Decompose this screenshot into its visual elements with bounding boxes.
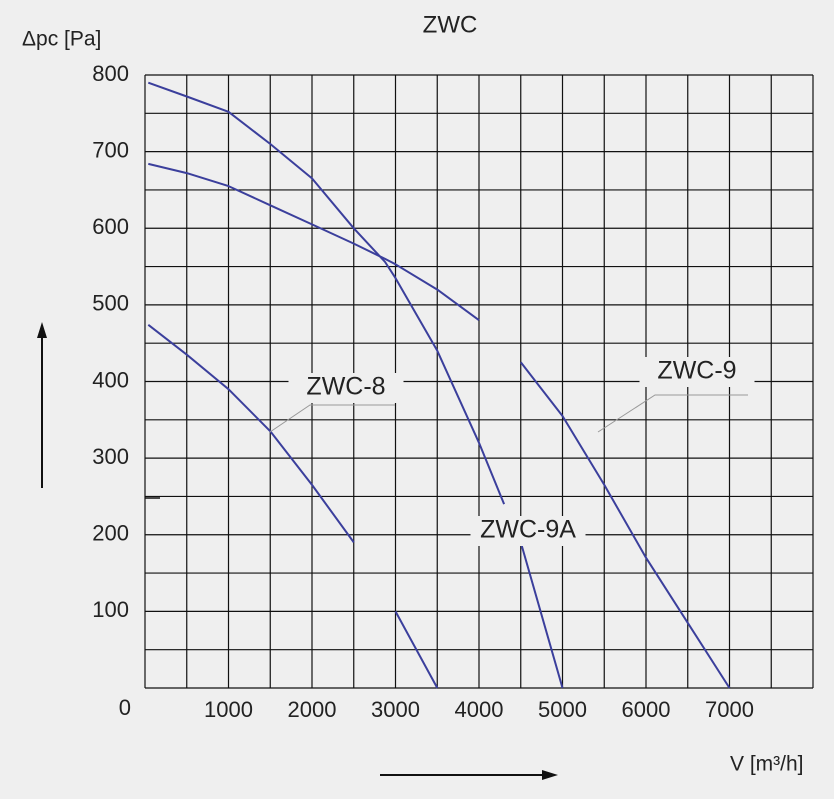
y-tick-label: 800 xyxy=(92,61,129,86)
label-background xyxy=(639,357,755,387)
y-tick-label: 400 xyxy=(92,367,129,392)
x-tick-label: 7000 xyxy=(705,697,754,722)
leader-line xyxy=(597,394,748,433)
label-background xyxy=(288,373,404,403)
y-arrow xyxy=(37,322,47,488)
label-background xyxy=(470,516,586,546)
y-tick-label: 700 xyxy=(92,137,129,162)
x-tick-label: 6000 xyxy=(622,697,671,722)
y-tick-label: 600 xyxy=(92,214,129,239)
chart-title: ZWC xyxy=(423,11,478,38)
series-line xyxy=(148,162,731,689)
x-tick-label: 2000 xyxy=(288,697,337,722)
series-line xyxy=(147,324,439,689)
x-axis-label: V [m³/h] xyxy=(730,753,804,776)
x-tick-label: 5000 xyxy=(538,697,587,722)
y-tick-label: 500 xyxy=(92,291,129,316)
series-label: ZWC-9 xyxy=(657,357,736,385)
plot-area: 0 100 200 300 400 500 600 700 800 1000 2000 3000 400… xyxy=(92,61,814,722)
y-tick-label: 100 xyxy=(92,597,129,622)
y-tick-label: 200 xyxy=(92,521,129,546)
y-tick-label: 300 xyxy=(92,444,129,469)
leader-line xyxy=(269,404,395,433)
series-line xyxy=(147,81,564,689)
series-label: ZWC-8 xyxy=(306,373,385,401)
x-tick-label: 4000 xyxy=(455,697,504,722)
x-arrow xyxy=(380,770,558,780)
y-tick-label: 0 xyxy=(119,695,131,720)
x-tick-label: 3000 xyxy=(371,697,420,722)
x-tick-label: 1000 xyxy=(204,697,253,722)
y-axis-label: Δpc [Pa] xyxy=(22,28,101,51)
series-label: ZWC-9A xyxy=(480,516,576,544)
